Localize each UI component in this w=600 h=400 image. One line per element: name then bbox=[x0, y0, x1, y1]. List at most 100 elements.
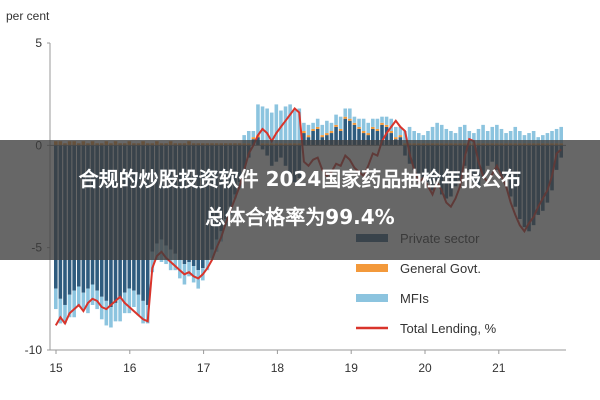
x-axis: 15 16 17 18 19 20 21 bbox=[49, 349, 566, 375]
general-govt-bar bbox=[343, 116, 348, 119]
mfis-bar bbox=[449, 131, 453, 144]
mfis-bar bbox=[325, 120, 329, 134]
x-tick-label: 16 bbox=[123, 361, 137, 375]
mfis-bar bbox=[472, 133, 476, 144]
mfis-bar bbox=[352, 116, 357, 123]
mfis-bar bbox=[246, 131, 251, 144]
mfis-bar bbox=[311, 122, 315, 129]
mfis-bar bbox=[242, 135, 246, 144]
private-sector-bar bbox=[329, 133, 334, 146]
x-tick-label: 15 bbox=[49, 361, 63, 375]
mfis-bar bbox=[329, 122, 334, 132]
mfis-bar bbox=[458, 126, 462, 144]
mfis-bar bbox=[288, 104, 292, 144]
general-govt-bar bbox=[366, 133, 371, 136]
private-sector-bar bbox=[348, 120, 352, 146]
general-govt-bar bbox=[329, 131, 334, 134]
mfis-bar bbox=[315, 118, 320, 127]
mfis-bar bbox=[320, 124, 325, 136]
x-tick-label: 17 bbox=[197, 361, 211, 375]
mfis-bar bbox=[435, 122, 439, 144]
mfis-bar bbox=[191, 266, 196, 283]
mfis-bar bbox=[531, 131, 536, 144]
mfis-bar bbox=[251, 131, 256, 138]
general-govt-bar bbox=[384, 124, 389, 127]
mfis-bar bbox=[205, 259, 210, 271]
mfis-bar bbox=[453, 133, 458, 144]
private-sector-bar bbox=[352, 124, 357, 146]
mfis-bar bbox=[76, 286, 81, 308]
mfis-bar bbox=[265, 108, 269, 144]
mfis-bar bbox=[54, 288, 58, 310]
mfis-bar bbox=[490, 126, 495, 144]
mfis-bar bbox=[481, 124, 485, 144]
mfis-bar bbox=[86, 288, 90, 314]
mfis-bar bbox=[444, 128, 449, 144]
mfis-bar bbox=[67, 294, 72, 318]
mfis-bar bbox=[403, 131, 407, 144]
private-sector-bar bbox=[302, 133, 306, 146]
general-govt-bar bbox=[311, 128, 315, 132]
mfis-bar bbox=[118, 298, 122, 322]
general-govt-bar bbox=[320, 135, 325, 138]
mfis-bar bbox=[274, 104, 279, 144]
mfis-bar bbox=[416, 133, 421, 144]
general-govt-bar bbox=[380, 122, 384, 125]
mfis-bar bbox=[504, 133, 508, 144]
x-tick-label: 20 bbox=[418, 361, 432, 375]
private-sector-bar bbox=[357, 128, 361, 146]
mfis-bar bbox=[398, 126, 403, 136]
general-govt-bar bbox=[357, 126, 361, 129]
mfis-bar bbox=[550, 131, 554, 144]
mfis-bar bbox=[256, 104, 260, 136]
mfis-bar bbox=[127, 288, 132, 314]
y-tick-label: 5 bbox=[35, 36, 42, 50]
mfis-bar bbox=[104, 300, 109, 326]
mfis-bar bbox=[113, 302, 118, 322]
mfis-bar bbox=[430, 126, 435, 144]
mfis-bar bbox=[407, 126, 412, 144]
mfis-bar bbox=[384, 116, 389, 125]
mfis-bar bbox=[260, 106, 265, 144]
general-govt-bar bbox=[348, 118, 352, 121]
headline-banner[interactable]: 合规的炒股投资软件 2024国家药品抽检年报公布 总体合格率为99.4% bbox=[0, 140, 600, 260]
mfis-bar bbox=[495, 124, 499, 144]
private-sector-bar bbox=[343, 118, 348, 146]
mfis-bar bbox=[361, 118, 366, 132]
general-govt-bar bbox=[361, 131, 366, 134]
mfis-bar bbox=[462, 124, 467, 144]
private-sector-bar bbox=[384, 126, 389, 146]
mfis-bar bbox=[394, 126, 398, 138]
mfis-bar bbox=[485, 131, 490, 144]
mfis-bar bbox=[513, 126, 518, 144]
private-sector-bar bbox=[389, 133, 393, 146]
mfis-bar bbox=[297, 108, 302, 144]
mfis-bar bbox=[72, 290, 76, 318]
headline-line-1: 合规的炒股投资软件 2024国家药品抽检年报公布 bbox=[78, 167, 522, 191]
general-govt-bar bbox=[325, 133, 329, 136]
mfis-bar bbox=[439, 124, 444, 144]
legend-swatch bbox=[356, 264, 388, 272]
mfis-bar bbox=[522, 135, 527, 144]
mfis-bar bbox=[371, 118, 375, 127]
private-sector-bar bbox=[311, 131, 315, 146]
general-govt-bar bbox=[334, 124, 338, 127]
mfis-bar bbox=[426, 131, 430, 144]
general-govt-bar bbox=[352, 122, 357, 125]
legend-label: MFIs bbox=[400, 291, 429, 306]
mfis-bar bbox=[90, 284, 95, 305]
mfis-bar bbox=[343, 108, 348, 117]
mfis-bar bbox=[412, 131, 416, 144]
general-govt-bar bbox=[389, 131, 393, 134]
mfis-bar bbox=[58, 298, 63, 324]
mfis-bar bbox=[173, 253, 178, 271]
mfis-bar bbox=[421, 135, 426, 144]
mfis-bar bbox=[141, 300, 145, 324]
private-sector-bar bbox=[338, 131, 343, 146]
general-govt-bar bbox=[398, 135, 403, 138]
mfis-bar bbox=[348, 108, 352, 119]
mfis-bar bbox=[467, 131, 472, 144]
legend-label: General Govt. bbox=[400, 261, 481, 276]
mfis-bar bbox=[136, 294, 141, 316]
mfis-bar bbox=[187, 261, 191, 277]
